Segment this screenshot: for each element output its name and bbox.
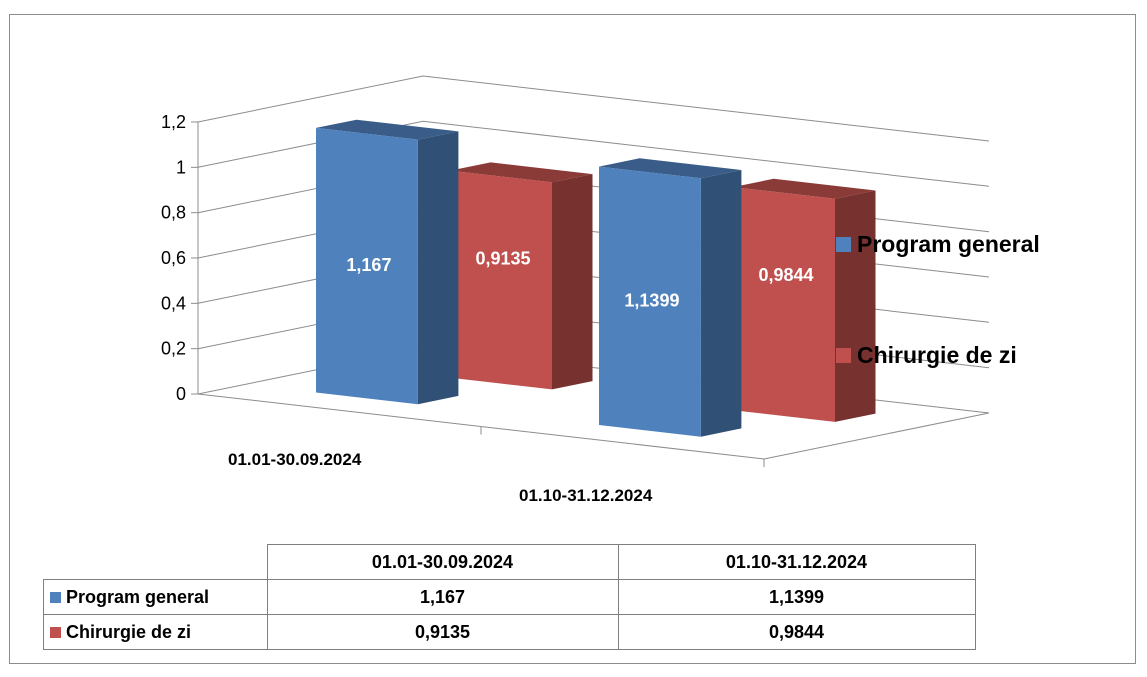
bar-side-face <box>835 190 876 422</box>
bar-side-face <box>417 131 459 405</box>
gridline <box>197 75 990 142</box>
bar-side-face <box>700 170 742 437</box>
x-category-label: 01.01-30.09.2024 <box>228 450 362 469</box>
y-tick-label: 0,6 <box>161 248 186 268</box>
y-tick-label: 0,2 <box>161 339 186 359</box>
y-tick-label: 0,8 <box>161 203 186 223</box>
y-tick-label: 1,2 <box>161 112 186 132</box>
bar-side-face <box>552 174 593 390</box>
y-tick-label: 0,4 <box>161 293 186 313</box>
data-label: 1,1399 <box>624 291 679 311</box>
table-header-cell: 01.10-31.12.2024 <box>617 544 976 580</box>
data-table: 01.01-30.09.2024 01.10-31.12.2024 Progra… <box>43 544 976 650</box>
data-label: 0,9844 <box>759 265 814 285</box>
bar-top-face <box>450 162 593 183</box>
table-cell: 0,9844 <box>617 614 976 650</box>
table-row-label: Chirurgie de zi <box>66 621 192 642</box>
legend-label: Program general <box>857 231 1040 257</box>
data-label: 1,167 <box>346 255 391 275</box>
legend-label: Chirurgie de zi <box>857 342 1017 368</box>
bar <box>316 127 418 405</box>
table-row: Chirurgie de zi 0,9135 0,9844 <box>43 614 976 650</box>
chart-3d-column: 0 0,2 0,4 0,6 0,8 1 1,2 0,9135 0,9844 1,167 1,1399… <box>161 75 1040 505</box>
bar-top-face <box>316 119 459 140</box>
x-category-label: 01.10-31.12.2024 <box>519 486 653 505</box>
bar-top-face <box>733 178 876 199</box>
table-row-label: Program general <box>66 586 210 607</box>
table-header-cell: 01.01-30.09.2024 <box>266 544 619 580</box>
bar <box>733 187 835 422</box>
table-header-row: 01.01-30.09.2024 01.10-31.12.2024 <box>43 544 976 580</box>
y-tick-label: 0 <box>176 384 186 404</box>
bar <box>599 166 701 437</box>
series-swatch <box>50 591 61 603</box>
series-swatch <box>50 626 61 638</box>
table-row: Program general 1,167 1,1399 <box>43 579 976 615</box>
table-cell: 0,9135 <box>266 614 619 650</box>
table-cell: 1,167 <box>266 579 619 615</box>
legend-swatch <box>836 237 851 252</box>
gridline <box>197 120 990 187</box>
table-corner-cell <box>43 544 268 580</box>
table-row-header: Chirurgie de zi <box>43 614 268 650</box>
bar <box>450 170 552 390</box>
data-label: 0,9135 <box>476 248 531 268</box>
y-tick-label: 1 <box>176 157 186 177</box>
table-row-header: Program general <box>43 579 268 615</box>
legend-swatch <box>836 348 851 363</box>
table-cell: 1,1399 <box>617 579 976 615</box>
bar-top-face <box>599 158 742 179</box>
chart-frame: 0 0,2 0,4 0,6 0,8 1 1,2 0,9135 0,9844 1,167 1,1399… <box>9 14 1136 664</box>
